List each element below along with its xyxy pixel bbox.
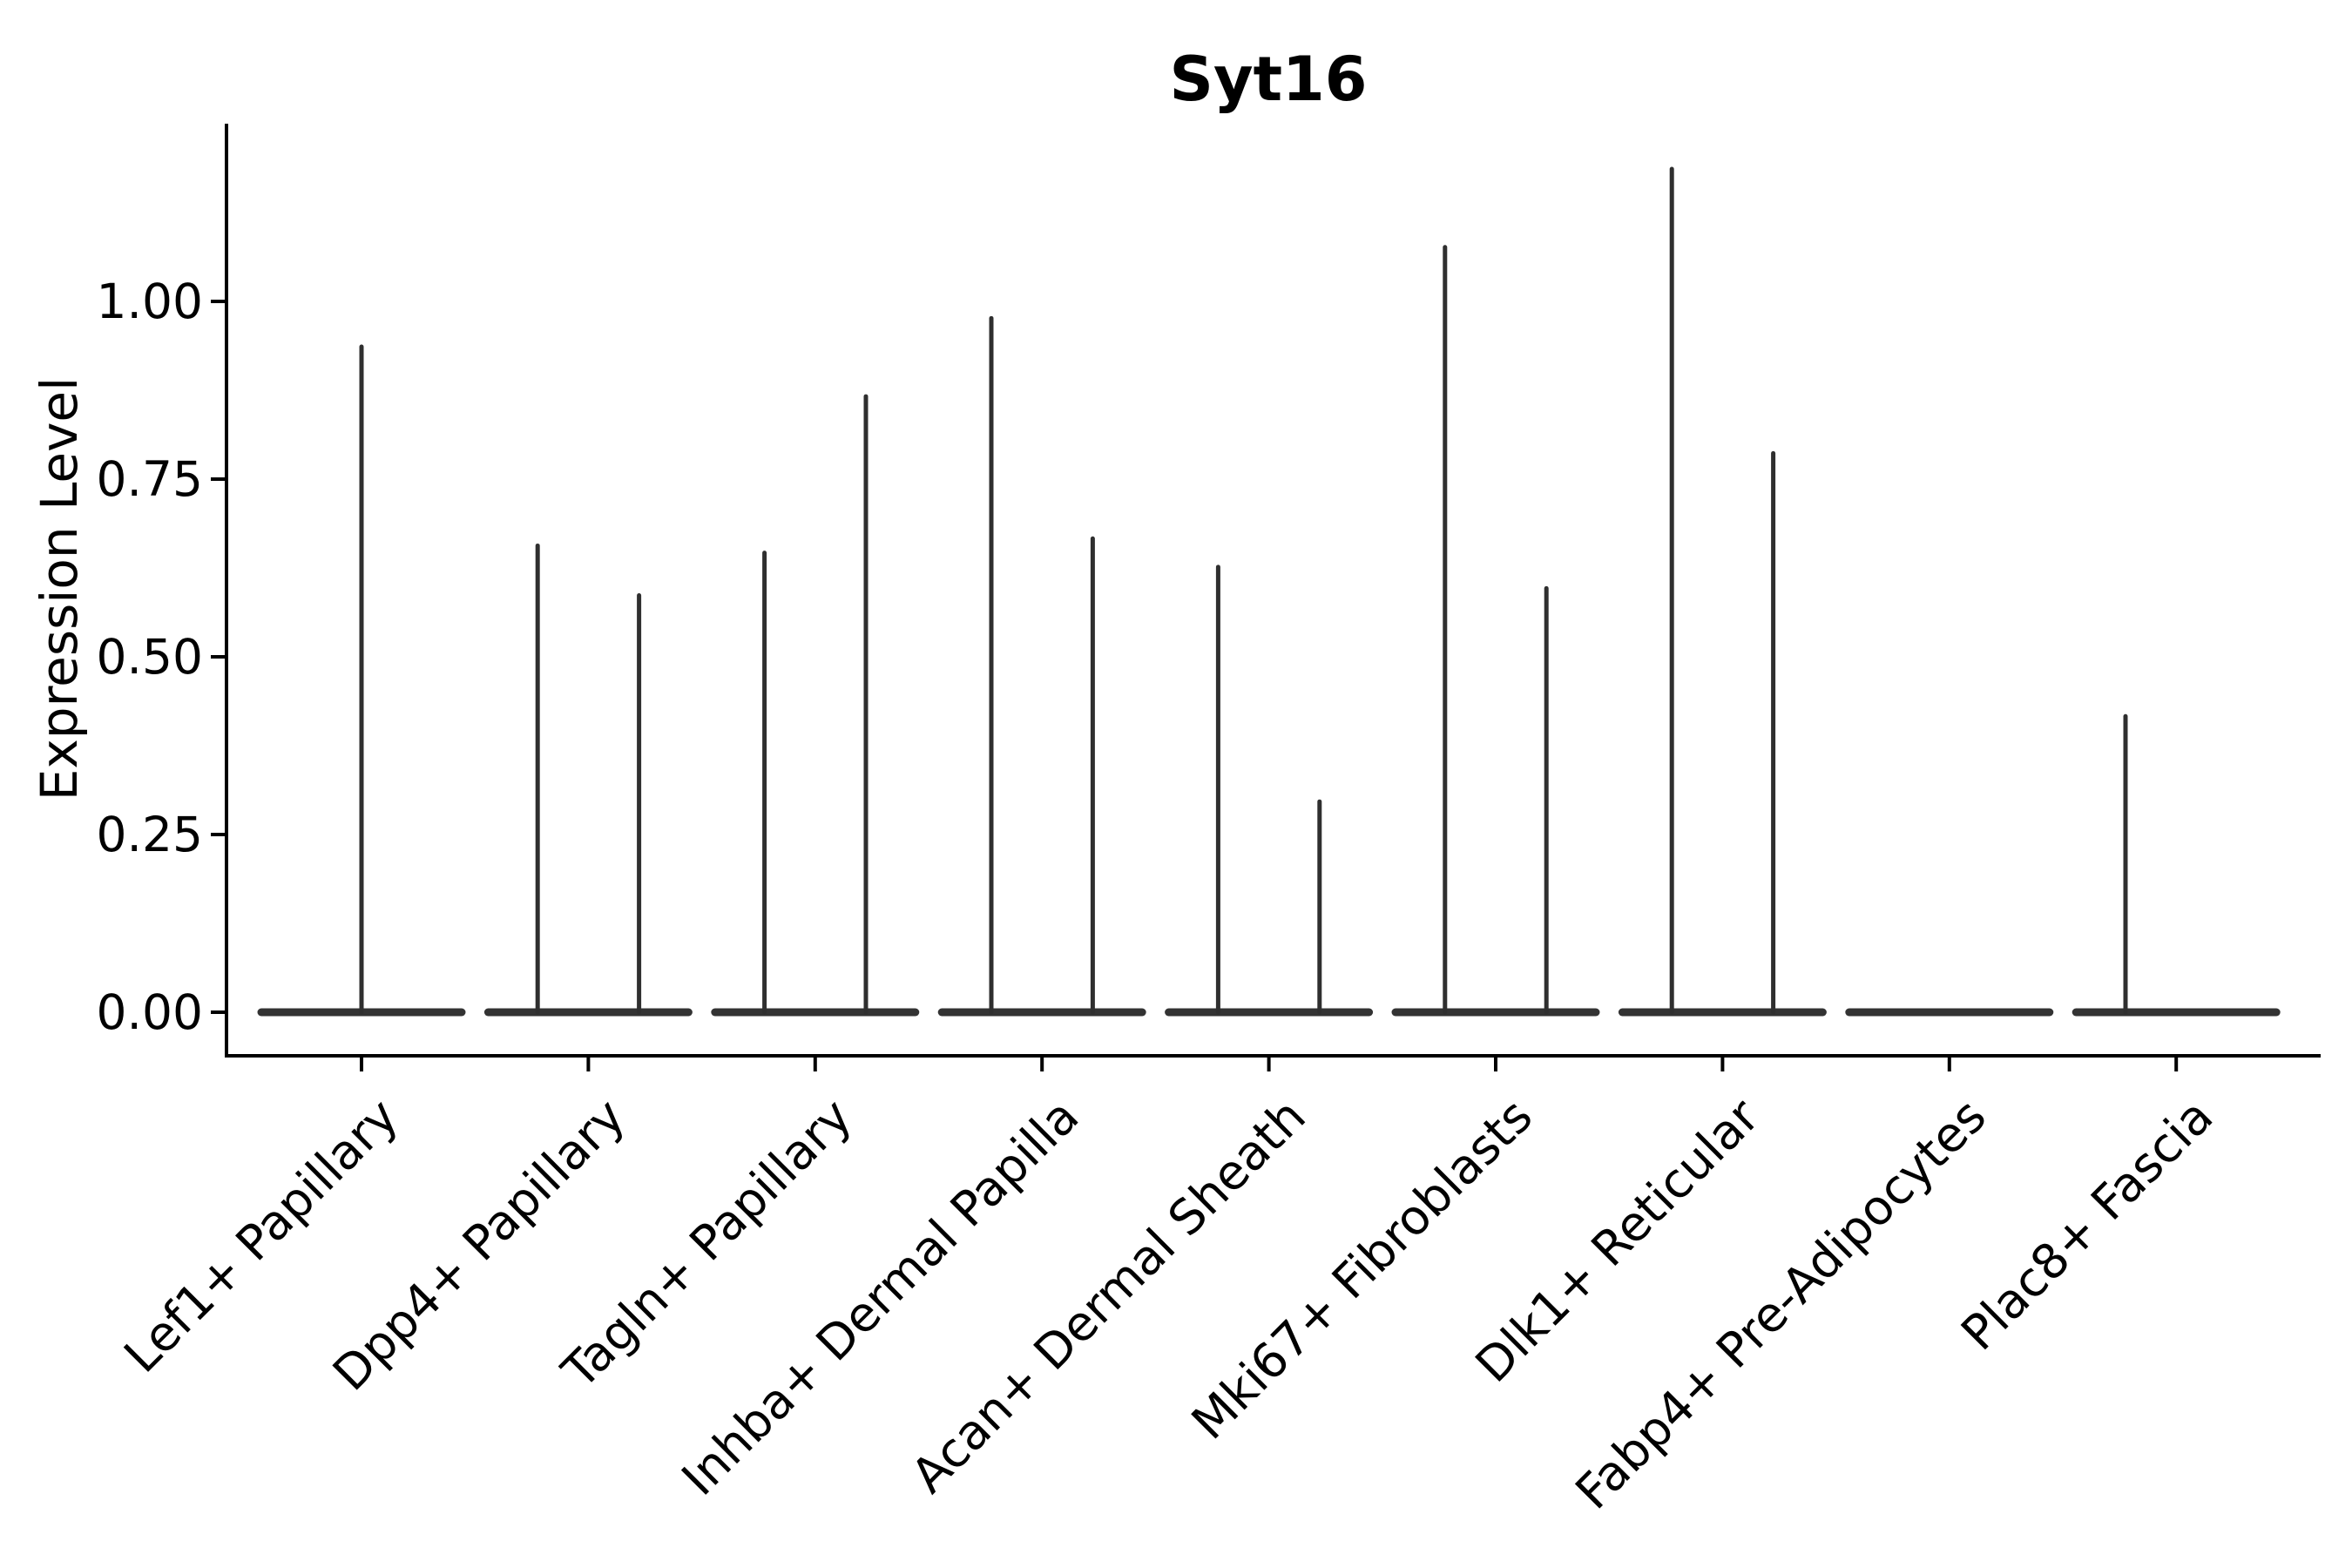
y-tick-label: 0.75 — [97, 451, 203, 507]
violin-baseline — [1618, 1008, 1827, 1017]
y-axis-ticks: 0.00 0.25 0.50 0.75 1.00 — [97, 274, 225, 1040]
chart-title: Syt16 — [1170, 44, 1368, 115]
x-axis-ticks — [360, 1058, 2179, 1071]
y-tick-label: 0.00 — [97, 984, 203, 1040]
violin-baseline — [483, 1008, 693, 1017]
violin-baseline — [2072, 1008, 2281, 1017]
violin-baseline — [937, 1008, 1146, 1017]
y-tick-label: 0.25 — [97, 807, 203, 862]
y-tick-label: 0.50 — [97, 629, 203, 685]
y-axis-title: Expression Level — [30, 377, 89, 801]
violin-baseline — [1391, 1008, 1600, 1017]
violin-baseline — [711, 1008, 920, 1017]
x-tick-label: Fabp4+ Pre-Adipocytes — [1565, 1088, 1997, 1520]
violin-baseline — [1165, 1008, 1374, 1017]
violin-baseline — [1845, 1008, 2054, 1017]
x-tick-label: Acan+ Dermal Sheath — [901, 1088, 1316, 1504]
x-tick-label: Inhba+ Dermal Papilla — [671, 1088, 1089, 1506]
y-tick-label: 1.00 — [97, 274, 203, 329]
violins — [257, 166, 2281, 1017]
